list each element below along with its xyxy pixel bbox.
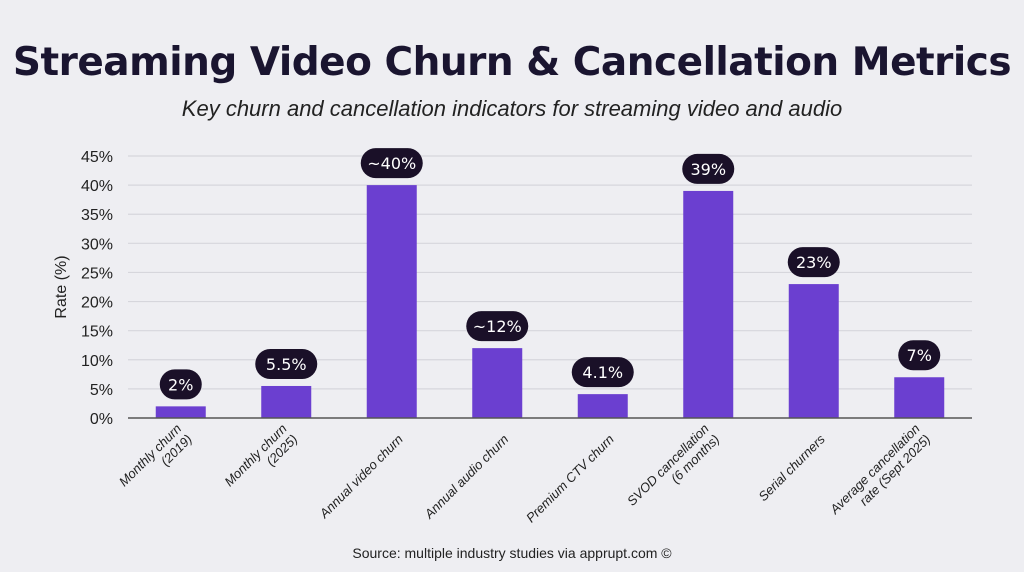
source-note: Source: multiple industry studies via ap…	[352, 545, 672, 561]
x-tick-label-line: Average cancellation	[826, 421, 922, 517]
data-label-pill	[787, 247, 840, 278]
y-tick-label: 20%	[81, 295, 113, 312]
chart-subtitle: Key churn and cancellation indicators fo…	[181, 96, 843, 121]
x-tick-label: SVOD cancellation(6 months)	[624, 421, 722, 519]
y-tick-label: 45%	[81, 149, 113, 166]
data-label: 5.5%	[266, 355, 307, 374]
bar	[683, 190, 734, 418]
bar	[366, 185, 417, 418]
x-tick-label: Annual video churn	[316, 432, 406, 522]
y-tick-label: 15%	[81, 324, 113, 341]
x-tick-label-line: Serial churners	[755, 431, 828, 504]
x-tick-label: Monthly churn(2019)	[116, 421, 195, 500]
y-tick-label: 0%	[90, 411, 113, 428]
data-label-pill	[159, 369, 202, 400]
y-tick-label: 30%	[81, 236, 113, 253]
bar	[577, 394, 628, 418]
x-tick-label: Serial churners	[755, 431, 828, 504]
data-label-pill	[898, 340, 941, 371]
y-tick-label: 35%	[81, 207, 113, 224]
x-tick-label-line: Annual audio churn	[421, 432, 512, 523]
x-tick-label: Monthly churn(2025)	[221, 421, 300, 500]
y-axis-label: Rate (%)	[53, 255, 70, 318]
bar	[894, 377, 945, 418]
bar	[788, 284, 839, 418]
y-tick-label: 40%	[81, 178, 113, 195]
data-label: 4.1%	[582, 363, 623, 382]
x-tick-label: Premium CTV churn	[523, 432, 617, 526]
x-tick-label: Annual audio churn	[421, 432, 512, 523]
data-label-pill	[466, 311, 529, 342]
y-tick-label: 25%	[81, 265, 113, 282]
bar	[155, 406, 206, 418]
data-label: 2%	[168, 375, 193, 394]
bar	[261, 385, 312, 418]
x-tick-label-line: Premium CTV churn	[523, 432, 617, 526]
y-tick-label: 10%	[81, 353, 113, 370]
data-label: ~40%	[367, 154, 416, 173]
x-tick-label: Average cancellationrate (Sept 2025)	[826, 421, 933, 528]
data-label-pill	[682, 153, 735, 184]
data-label-pill	[571, 357, 634, 388]
data-label-pill	[360, 148, 423, 179]
data-label: 7%	[907, 346, 932, 365]
data-label: 23%	[796, 253, 832, 272]
bar	[472, 348, 523, 418]
data-label-pill	[255, 348, 318, 379]
chart-title: Streaming Video Churn & Cancellation Met…	[12, 40, 1012, 85]
y-tick-label: 5%	[90, 382, 113, 399]
data-label: ~12%	[473, 317, 522, 336]
data-label: 39%	[690, 160, 726, 179]
x-tick-label-line: Annual video churn	[316, 432, 406, 522]
